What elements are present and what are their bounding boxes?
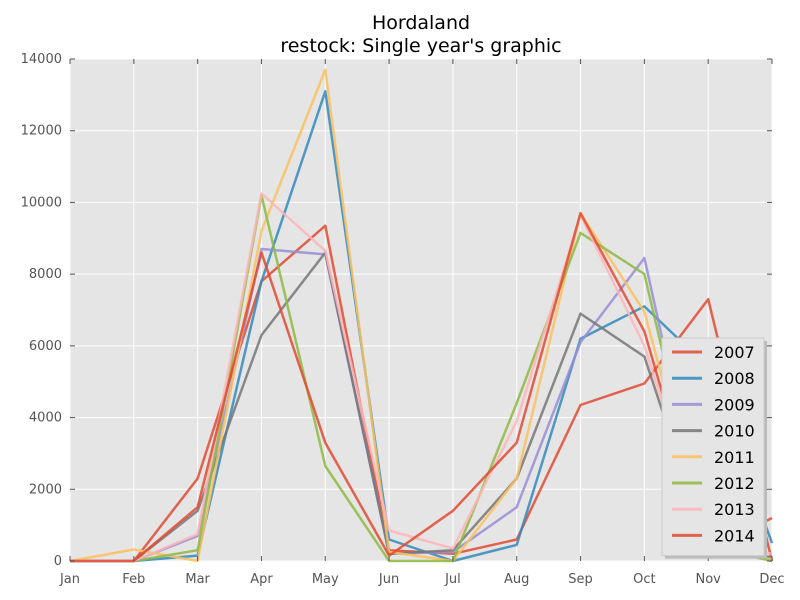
- legend-label-2013: 2013: [714, 500, 755, 519]
- legend-box: [661, 337, 765, 557]
- series-line-2010: [70, 251, 773, 563]
- x-tick-label: Jun: [378, 572, 399, 587]
- legend-label-2008: 2008: [714, 369, 755, 388]
- series-line-2012: [70, 194, 773, 563]
- y-tick-label: 12000: [21, 124, 62, 139]
- x-tick-label: Nov: [695, 572, 721, 587]
- axes-layer: 0 2000 4000 6000 8000 10000 12000 14000 Jan Feb Ma…: [21, 52, 785, 587]
- series-line-2013: [70, 192, 773, 563]
- x-tick-label: May: [312, 572, 339, 587]
- series-line-2014: [70, 211, 773, 563]
- y-tick-label: 6000: [29, 339, 62, 354]
- legend-label-2009: 2009: [714, 395, 755, 414]
- x-tick-label: Dec: [759, 572, 784, 587]
- x-tick-label: Apr: [250, 572, 273, 587]
- x-tick-label: Sep: [568, 572, 593, 587]
- y-tick-label: 14000: [21, 52, 62, 67]
- legend-label-2012: 2012: [714, 474, 755, 493]
- legend-label-2010: 2010: [714, 422, 755, 441]
- series-line-2011: [69, 68, 773, 563]
- y-tick-label: 8000: [29, 267, 62, 282]
- x-tick-label: Aug: [504, 572, 529, 587]
- legend-label-2007: 2007: [714, 343, 755, 362]
- legend-label-2014: 2014: [714, 526, 755, 545]
- x-tick-label: Oct: [633, 572, 655, 587]
- y-tick-label: 2000: [29, 482, 62, 497]
- y-tick-label: 0: [54, 554, 62, 569]
- chart-subtitle: restock: Single year's graphic: [280, 35, 561, 57]
- y-tick-label: 4000: [29, 411, 62, 426]
- legend-label-2011: 2011: [714, 448, 755, 467]
- legend: 2007 2008 2009 2010 2011 2012 2013 2014: [661, 337, 767, 559]
- chart-title: Hordaland: [372, 12, 470, 34]
- x-tick-label: Feb: [122, 572, 145, 587]
- x-tick-label: Jul: [444, 572, 461, 587]
- y-tick-label: 10000: [21, 195, 62, 210]
- series-layer: [69, 68, 774, 563]
- x-tick-label: Jan: [59, 572, 80, 587]
- x-tick-label: Mar: [185, 572, 210, 587]
